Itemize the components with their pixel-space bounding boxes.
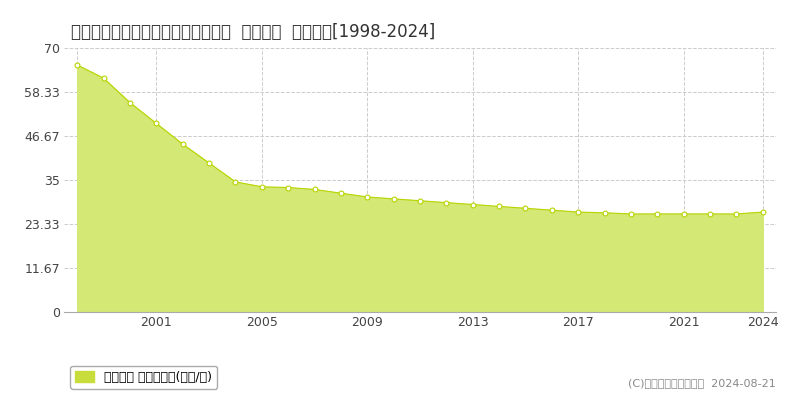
Legend: 地価公示 平均坪単価(万円/坪): 地価公示 平均坪単価(万円/坪) — [70, 366, 217, 389]
Text: 兵庫県川西市平野１丁目９９番２外  地価公示  地価推移[1998-2024]: 兵庫県川西市平野１丁目９９番２外 地価公示 地価推移[1998-2024] — [71, 23, 435, 41]
Text: (C)土地価格ドットコム  2024-08-21: (C)土地価格ドットコム 2024-08-21 — [628, 378, 776, 388]
